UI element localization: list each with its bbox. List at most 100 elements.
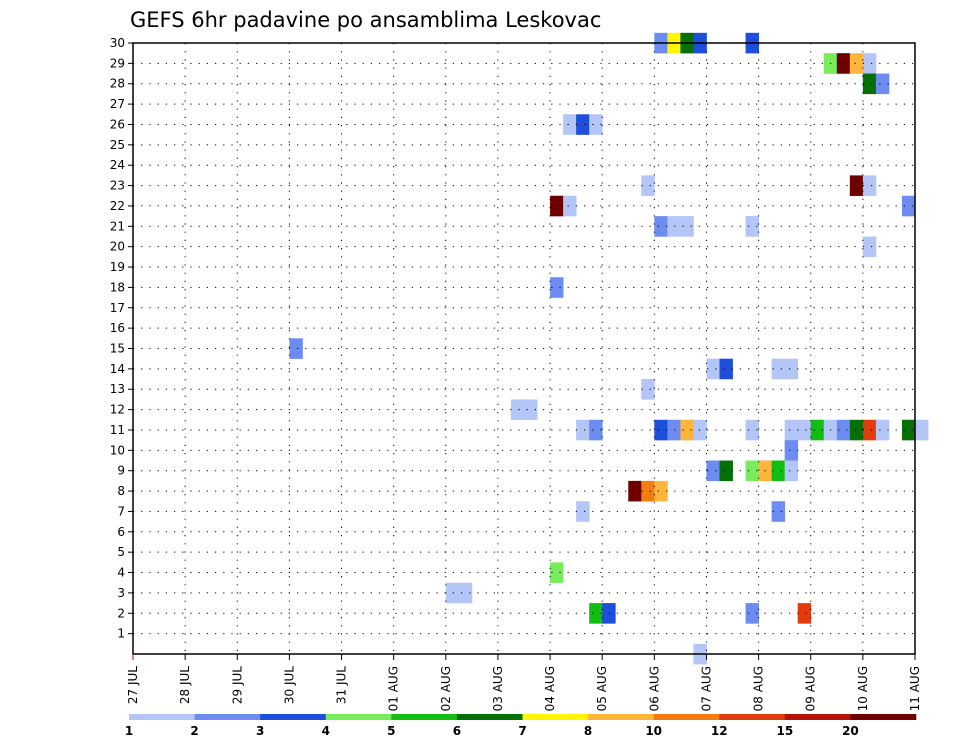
precip-cell bbox=[641, 480, 655, 502]
x-tick-label: 27 JUL bbox=[126, 666, 140, 704]
precip-cell bbox=[550, 562, 564, 583]
y-tick-label: 13 bbox=[110, 382, 125, 396]
x-tick-label: 05 AUG bbox=[595, 666, 609, 711]
colorbar: 1 2 3 4 5 6 7 8 10 12 15 20 bbox=[125, 714, 917, 738]
y-tick-label: 7 bbox=[117, 504, 125, 518]
y-tick-label: 14 bbox=[110, 362, 125, 376]
y-tick-label: 6 bbox=[117, 525, 125, 539]
precip-cell bbox=[589, 419, 603, 441]
precip-cell bbox=[836, 53, 851, 74]
colorbar-label: 12 bbox=[711, 724, 728, 738]
colorbar-label: 20 bbox=[842, 724, 859, 738]
colorbar-swatch bbox=[850, 714, 917, 720]
x-tick-label: 04 AUG bbox=[543, 666, 557, 711]
precip-cell bbox=[771, 358, 786, 380]
precip-cell bbox=[706, 358, 720, 380]
precip-cell bbox=[550, 195, 564, 217]
precip-cell bbox=[693, 419, 707, 441]
precip-cell bbox=[784, 460, 799, 482]
precip-cell bbox=[667, 419, 681, 441]
colorbar-label: 2 bbox=[190, 724, 198, 738]
precip-cell bbox=[797, 419, 812, 441]
precip-cell bbox=[719, 460, 733, 482]
y-axis: 1234567891011121314151617181920212223242… bbox=[110, 36, 133, 641]
precip-cell bbox=[680, 419, 694, 441]
colorbar-label: 15 bbox=[776, 724, 793, 738]
colorbar-label: 8 bbox=[584, 724, 592, 738]
precip-cell bbox=[706, 460, 720, 482]
y-tick-label: 21 bbox=[110, 219, 125, 233]
y-tick-label: 12 bbox=[110, 403, 125, 417]
precip-cell bbox=[875, 73, 890, 95]
precip-cell bbox=[589, 114, 603, 135]
precip-cell bbox=[901, 419, 916, 441]
y-tick-label: 5 bbox=[117, 545, 125, 559]
precip-cell bbox=[849, 419, 864, 441]
colorbar-label: 10 bbox=[645, 724, 662, 738]
x-tick-label: 09 AUG bbox=[804, 666, 818, 711]
x-axis: 27 JUL 28 JUL 29 JUL 30 JUL 31 JUL 01 AUG 02 A… bbox=[126, 654, 922, 711]
precip-cell bbox=[849, 175, 864, 196]
x-tick-label: 11 AUG bbox=[908, 666, 922, 711]
y-tick-label: 3 bbox=[117, 586, 125, 600]
precip-cell bbox=[810, 419, 825, 441]
y-tick-label: 4 bbox=[117, 566, 125, 580]
y-tick-label: 10 bbox=[110, 443, 125, 457]
colorbar-swatch bbox=[719, 714, 786, 720]
precip-cell bbox=[719, 358, 733, 380]
precip-cell bbox=[576, 501, 590, 522]
precip-cell bbox=[563, 195, 577, 217]
precip-cell bbox=[784, 419, 799, 441]
y-tick-label: 23 bbox=[110, 179, 125, 193]
x-tick-label: 29 JUL bbox=[230, 666, 244, 704]
y-tick-label: 29 bbox=[110, 56, 125, 70]
colorbar-swatch bbox=[194, 714, 261, 720]
x-tick-label: 31 JUL bbox=[335, 666, 349, 704]
colorbar-label: 4 bbox=[322, 724, 330, 738]
x-tick-label: 28 JUL bbox=[178, 666, 192, 704]
x-tick-label: 06 AUG bbox=[647, 666, 661, 711]
precip-cells bbox=[289, 32, 929, 665]
colorbar-swatch bbox=[456, 714, 523, 720]
precip-cell bbox=[784, 440, 799, 461]
precip-cell bbox=[289, 338, 303, 359]
colorbar-label: 1 bbox=[125, 724, 133, 738]
precip-cell bbox=[654, 216, 668, 237]
colorbar-label: 5 bbox=[387, 724, 395, 738]
precip-cell bbox=[641, 379, 655, 400]
precip-cell bbox=[862, 53, 877, 74]
precip-cell bbox=[771, 460, 786, 482]
precip-cell bbox=[915, 419, 929, 441]
grid-lines bbox=[133, 42, 915, 654]
y-tick-label: 1 bbox=[117, 627, 125, 641]
y-tick-label: 24 bbox=[110, 158, 125, 172]
colorbar-swatch bbox=[522, 714, 589, 720]
x-tick-label: 08 AUG bbox=[752, 666, 766, 711]
y-tick-label: 11 bbox=[110, 423, 125, 437]
precip-cell bbox=[797, 603, 812, 624]
y-tick-label: 8 bbox=[117, 484, 125, 498]
colorbar-swatch bbox=[391, 714, 458, 720]
y-tick-label: 28 bbox=[110, 77, 125, 91]
y-tick-label: 19 bbox=[110, 260, 125, 274]
chart-title: GEFS 6hr padavine po ansamblima Leskovac bbox=[130, 8, 601, 32]
y-tick-label: 25 bbox=[110, 138, 125, 152]
precip-cell bbox=[589, 603, 603, 624]
precip-cell bbox=[654, 480, 668, 502]
y-tick-label: 16 bbox=[110, 321, 125, 335]
precip-cell bbox=[550, 277, 564, 298]
y-tick-label: 2 bbox=[117, 606, 125, 620]
colorbar-swatch bbox=[129, 714, 195, 720]
precip-cell bbox=[784, 358, 799, 380]
colorbar-swatch bbox=[260, 714, 327, 720]
x-tick-label: 30 JUL bbox=[282, 666, 296, 704]
precip-cell bbox=[745, 603, 759, 624]
colorbar-swatch bbox=[784, 714, 851, 720]
precip-cell bbox=[836, 419, 851, 441]
y-tick-label: 18 bbox=[110, 280, 125, 294]
y-tick-label: 27 bbox=[110, 97, 125, 111]
precip-cell bbox=[745, 216, 759, 237]
precip-cell bbox=[524, 399, 538, 420]
precip-cell bbox=[862, 73, 877, 95]
